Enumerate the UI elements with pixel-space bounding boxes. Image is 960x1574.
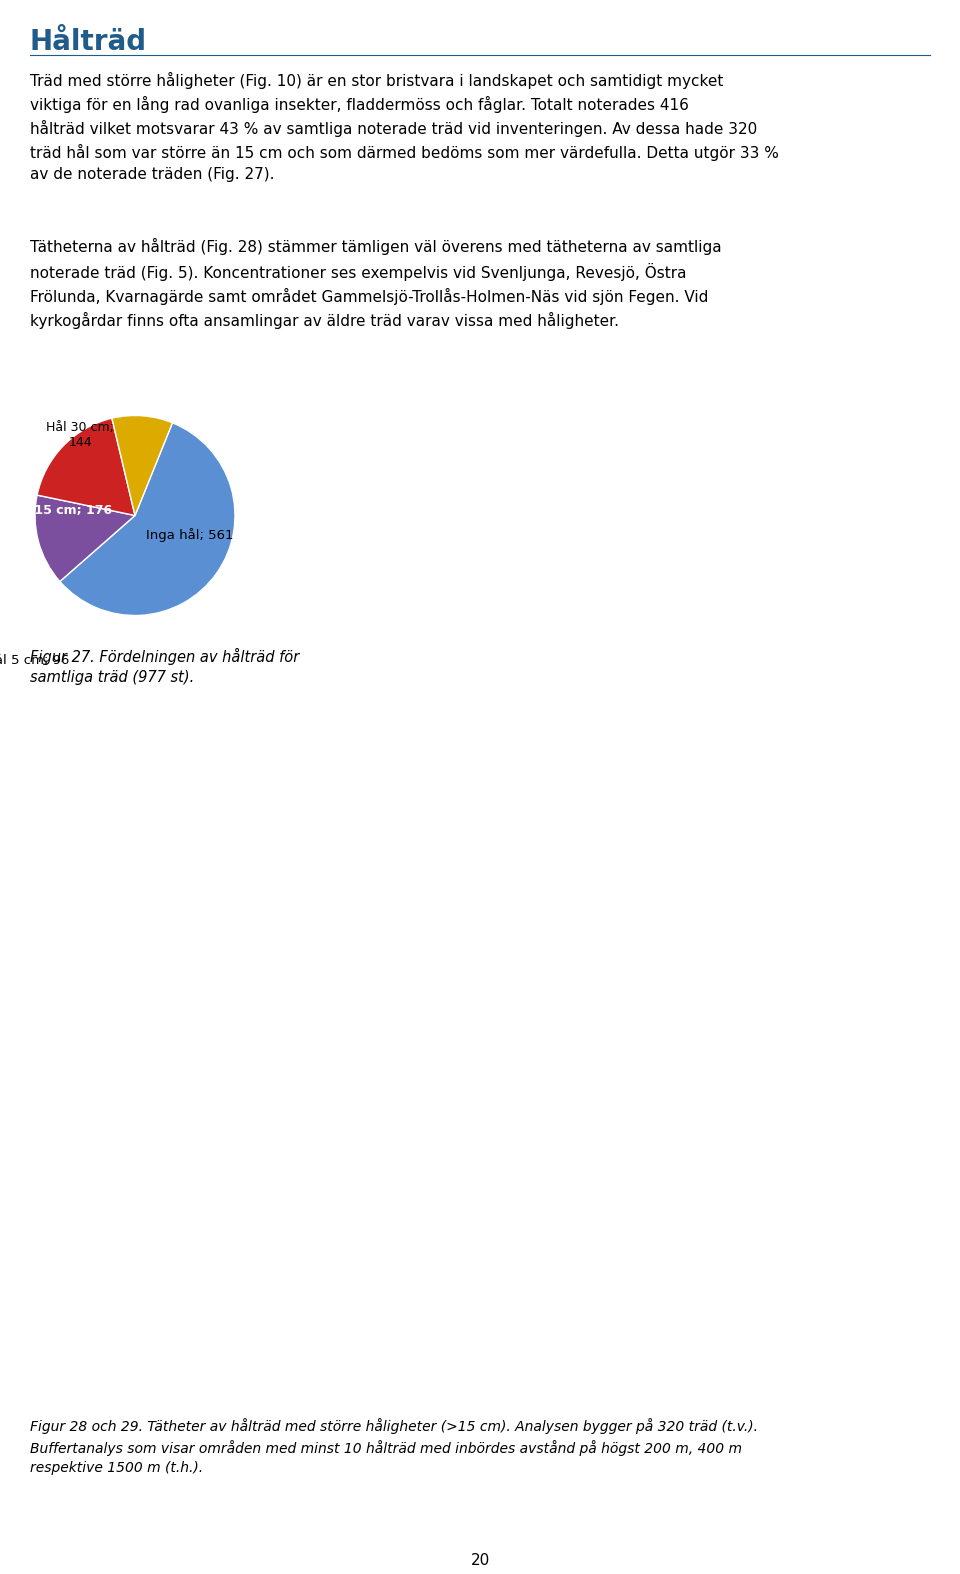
Wedge shape	[37, 419, 135, 516]
Text: Hålträd: Hålträd	[30, 28, 147, 57]
Wedge shape	[112, 416, 173, 516]
Wedge shape	[35, 496, 135, 581]
Text: Hål 5 cm; 96: Hål 5 cm; 96	[0, 655, 69, 667]
Text: Figur 28 och 29. Tätheter av hålträd med större håligheter (>15 cm). Analysen by: Figur 28 och 29. Tätheter av hålträd med…	[30, 1418, 758, 1475]
Wedge shape	[60, 423, 235, 615]
Text: Figur 27. Fördelningen av hålträd för
samtliga träd (977 st).: Figur 27. Fördelningen av hålträd för sa…	[30, 648, 300, 685]
Text: Träd med större håligheter (Fig. 10) är en stor bristvara i landskapet och samti: Träd med större håligheter (Fig. 10) är …	[30, 72, 779, 183]
Text: Hål 30 cm;
144: Hål 30 cm; 144	[46, 422, 114, 450]
Text: Inga hål; 561: Inga hål; 561	[146, 529, 233, 543]
Text: Tätheterna av hålträd (Fig. 28) stämmer tämligen väl överens med tätheterna av s: Tätheterna av hålträd (Fig. 28) stämmer …	[30, 238, 722, 329]
Text: 20: 20	[470, 1554, 490, 1568]
Text: Hål 15 cm; 176: Hål 15 cm; 176	[8, 504, 112, 516]
